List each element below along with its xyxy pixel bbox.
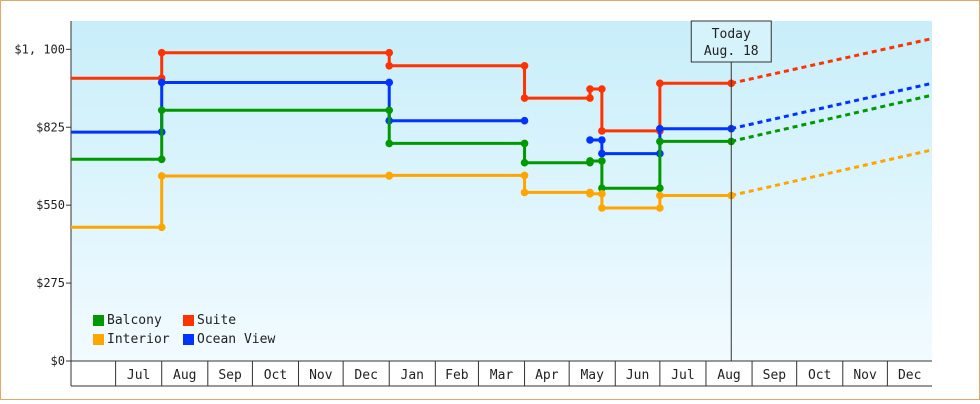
series-suite xyxy=(71,37,933,135)
series-point-ocean-view xyxy=(157,78,166,87)
series-point-balcony xyxy=(520,139,529,148)
legend-swatch-ocean-view xyxy=(183,334,194,345)
y-tick-label: $1, 100 xyxy=(14,42,65,56)
series-point-balcony xyxy=(157,106,166,115)
x-tick-label: Apr xyxy=(535,368,559,383)
series-point-suite xyxy=(520,94,529,102)
series-point-suite xyxy=(385,48,394,57)
y-tick-label: $825 xyxy=(36,120,65,134)
x-tick-label: May xyxy=(580,368,604,383)
x-tick-label: Jul xyxy=(127,368,150,383)
legend-swatch-suite xyxy=(183,315,194,326)
today-date: Aug. 18 xyxy=(704,44,759,59)
x-tick-label: Jun xyxy=(626,368,649,383)
x-tick-label: Dec xyxy=(898,368,921,383)
series-point-interior xyxy=(385,171,394,180)
series-point-interior xyxy=(157,223,166,232)
x-tick-label: Nov xyxy=(309,368,333,383)
series-point-balcony xyxy=(385,106,394,115)
x-tick-label: Oct xyxy=(264,368,287,383)
series-point-suite xyxy=(656,79,664,88)
series-point-balcony xyxy=(656,137,664,146)
legend-item-ocean-view[interactable]: Ocean View xyxy=(183,332,293,347)
x-tick-label: Mar xyxy=(490,368,514,383)
plot-background xyxy=(71,21,932,361)
legend-swatch-interior xyxy=(93,334,104,345)
series-point-interior xyxy=(157,172,166,180)
legend-swatch-balcony xyxy=(93,315,104,326)
legend-item-balcony[interactable]: Balcony xyxy=(93,313,183,328)
legend: Balcony Suite Interior Ocean View xyxy=(93,313,293,347)
series-point-balcony xyxy=(385,139,394,148)
x-tick-label: Aug xyxy=(173,368,196,383)
legend-item-suite[interactable]: Suite xyxy=(183,313,293,328)
series-point-interior xyxy=(656,204,664,212)
x-tick-label: Oct xyxy=(808,368,831,383)
series-point-balcony xyxy=(586,157,594,165)
y-tick-label: $0 xyxy=(51,354,65,368)
series-point-suite xyxy=(598,127,606,135)
series-ocean-view xyxy=(71,78,933,158)
series-point-balcony xyxy=(598,184,606,192)
x-tick-label: Sep xyxy=(218,368,242,383)
x-tick-label: Nov xyxy=(853,368,877,383)
series-forecast-interior xyxy=(730,148,933,197)
legend-item-interior[interactable]: Interior xyxy=(93,332,183,347)
today-title: Today xyxy=(712,27,751,42)
series-point-suite xyxy=(598,85,606,93)
series-point-interior xyxy=(520,171,529,180)
series-point-ocean-view xyxy=(520,116,529,125)
series-point-interior xyxy=(598,204,606,212)
series-point-balcony xyxy=(656,184,664,192)
series-point-ocean-view xyxy=(598,149,606,158)
series-balcony xyxy=(71,93,933,192)
y-tick-label: $550 xyxy=(36,198,65,212)
series-forecast-balcony xyxy=(730,93,933,143)
legend-label-balcony: Balcony xyxy=(107,313,162,328)
series-forecast-suite xyxy=(730,37,933,85)
x-tick-label: Sep xyxy=(763,368,787,383)
series-point-interior xyxy=(656,191,664,200)
series-point-suite xyxy=(385,61,394,70)
series-point-suite xyxy=(157,48,166,57)
x-tick-label: Aug xyxy=(717,368,740,383)
x-tick-label: Feb xyxy=(445,368,469,383)
legend-label-ocean-view: Ocean View xyxy=(197,332,276,347)
series-point-interior xyxy=(598,190,606,198)
series-point-ocean-view xyxy=(385,78,394,87)
series-point-suite xyxy=(520,61,529,70)
today-box xyxy=(690,20,772,63)
legend-label-interior: Interior xyxy=(107,332,170,347)
series-point-ocean-view xyxy=(598,136,606,144)
series-interior xyxy=(71,148,933,232)
series-point-balcony xyxy=(157,155,166,164)
x-tick-label: Dec xyxy=(354,368,377,383)
legend-label-suite: Suite xyxy=(197,313,237,328)
series-point-suite xyxy=(586,94,594,102)
series-point-balcony xyxy=(520,158,529,167)
series-point-balcony xyxy=(598,157,606,165)
x-tick-label: Jan xyxy=(401,368,424,383)
series-point-ocean-view xyxy=(586,136,594,144)
x-tick-label: Jul xyxy=(671,368,694,383)
series-forecast-ocean-view xyxy=(730,81,933,131)
series-point-suite xyxy=(586,85,594,93)
series-point-ocean-view xyxy=(656,124,664,133)
series-point-interior xyxy=(586,190,594,198)
y-tick-label: $275 xyxy=(36,276,65,290)
series-point-interior xyxy=(520,188,529,197)
